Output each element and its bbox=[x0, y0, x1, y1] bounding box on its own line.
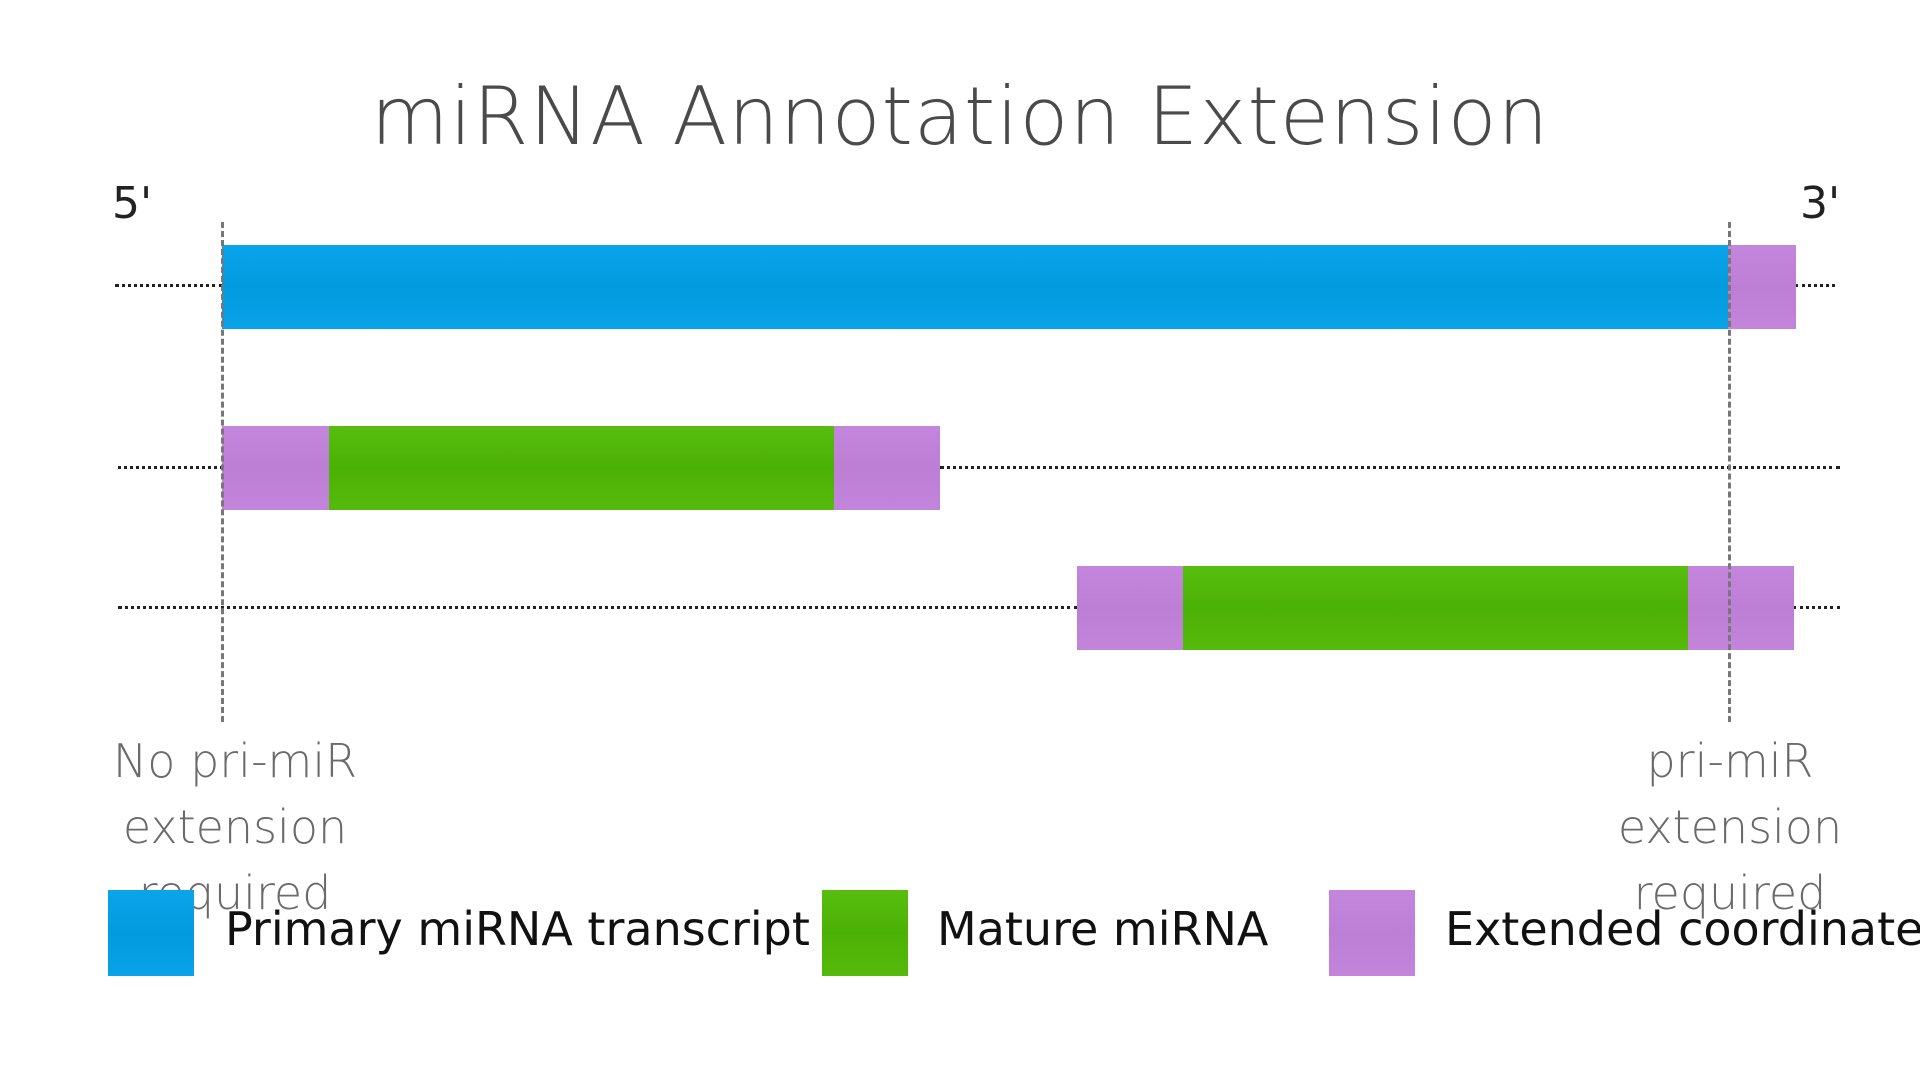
row1-left-dotted-line bbox=[115, 284, 223, 287]
diagram-title: miRNA Annotation Extension bbox=[370, 70, 1550, 163]
primary-transcript-bar bbox=[222, 245, 1728, 329]
row2-left-dotted-line bbox=[118, 466, 223, 469]
row3-mature-mirna-bar bbox=[1183, 566, 1688, 650]
primary-extension-3prime bbox=[1728, 245, 1796, 329]
no-extension-note-line1: No pri-miR extension bbox=[112, 734, 358, 854]
legend-primary-label: Primary miRNA transcript bbox=[225, 902, 810, 956]
extension-note: pri-miR extension required bbox=[1550, 728, 1910, 926]
legend-primary-swatch bbox=[108, 890, 194, 976]
three-prime-boundary-guide bbox=[1728, 222, 1731, 722]
extension-note-line2: required bbox=[1633, 866, 1827, 920]
five-prime-boundary-guide bbox=[221, 222, 224, 722]
legend-extended-label: Extended coordinates bbox=[1445, 902, 1920, 956]
row1-right-dotted-line bbox=[1795, 284, 1835, 287]
row2-extension-right bbox=[834, 426, 940, 510]
five-prime-label: 5' bbox=[112, 178, 153, 229]
three-prime-label: 3' bbox=[1800, 178, 1841, 229]
legend-mature-swatch bbox=[822, 890, 908, 976]
legend-extended-swatch bbox=[1329, 890, 1415, 976]
row2-extension-left bbox=[222, 426, 329, 510]
row3-right-dotted-line bbox=[1793, 606, 1840, 609]
row3-left-dotted-line bbox=[118, 606, 1078, 609]
no-extension-note: No pri-miR extension required bbox=[30, 728, 440, 926]
row3-extension-right bbox=[1688, 566, 1794, 650]
row2-right-dotted-line bbox=[940, 466, 1840, 469]
extension-note-line1: pri-miR extension bbox=[1617, 734, 1843, 854]
row2-mature-mirna-bar bbox=[329, 426, 834, 510]
row3-extension-left bbox=[1077, 566, 1183, 650]
legend-mature-label: Mature miRNA bbox=[937, 902, 1269, 956]
